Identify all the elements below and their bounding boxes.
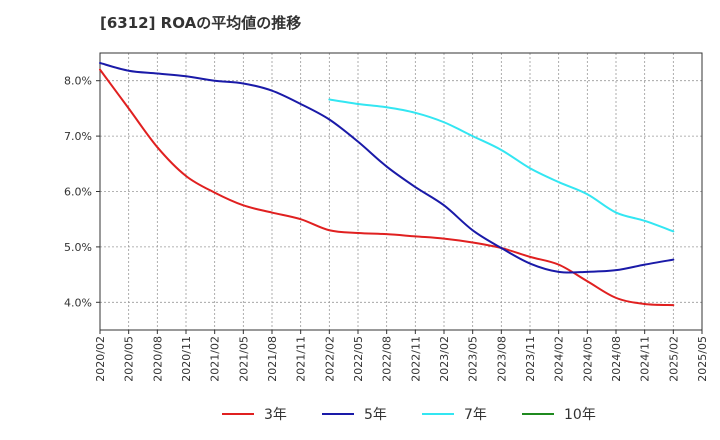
x-tick-label: 2020/02 [94, 336, 107, 382]
legend-label-1: 3年 [264, 407, 287, 423]
x-tick-label: 2020/08 [151, 336, 164, 382]
y-tick-label: 8.0% [64, 75, 92, 88]
legend-label-2: 5年 [364, 407, 387, 423]
x-tick-label: 2023/02 [438, 336, 451, 382]
y-tick-label: 6.0% [64, 186, 92, 199]
x-tick-label: 2025/02 [667, 336, 680, 382]
x-tick-label: 2024/05 [581, 336, 594, 382]
series-line-2 [99, 61, 675, 274]
x-tick-label: 2020/05 [123, 336, 136, 382]
x-tick-label: 2022/02 [323, 336, 336, 382]
chart-title: [6312] ROAの平均値の推移 [100, 14, 302, 32]
legend: 3年 5年 7年 10年 [222, 407, 596, 423]
legend-label-3: 7年 [464, 407, 487, 423]
x-tick-label: 2022/05 [352, 336, 365, 382]
series-line-3 [328, 98, 675, 233]
x-tick-label: 2021/05 [237, 336, 250, 382]
plot-frame [99, 52, 703, 331]
series-line-1 [99, 68, 675, 307]
x-tick-label: 2023/05 [467, 336, 480, 382]
series-lines [99, 61, 675, 307]
x-tick-label: 2022/11 [409, 336, 422, 382]
x-tick-label: 2023/08 [495, 336, 508, 382]
y-tick-label: 7.0% [64, 130, 92, 143]
y-tick-label: 4.0% [64, 296, 92, 309]
x-tick-label: 2024/08 [610, 336, 623, 382]
x-tick-label: 2024/02 [553, 336, 566, 382]
x-tick-label: 2021/08 [266, 336, 279, 382]
x-tick-label: 2022/08 [381, 336, 394, 382]
x-tick-label: 2021/11 [295, 336, 308, 382]
y-tick-label: 5.0% [64, 241, 92, 254]
x-tick-label: 2020/11 [180, 336, 193, 382]
grid-lines [99, 53, 703, 330]
x-tick-label: 2025/05 [696, 336, 709, 382]
x-tick-label: 2021/02 [209, 336, 222, 382]
legend-label-4: 10年 [564, 407, 596, 423]
x-tick-label: 2024/11 [639, 336, 652, 382]
x-tick-label: 2023/11 [524, 336, 537, 382]
axes: 4.0% 5.0% 6.0% 7.0% 8.0% 2020/02 2020/05 2020/0… [64, 52, 709, 382]
